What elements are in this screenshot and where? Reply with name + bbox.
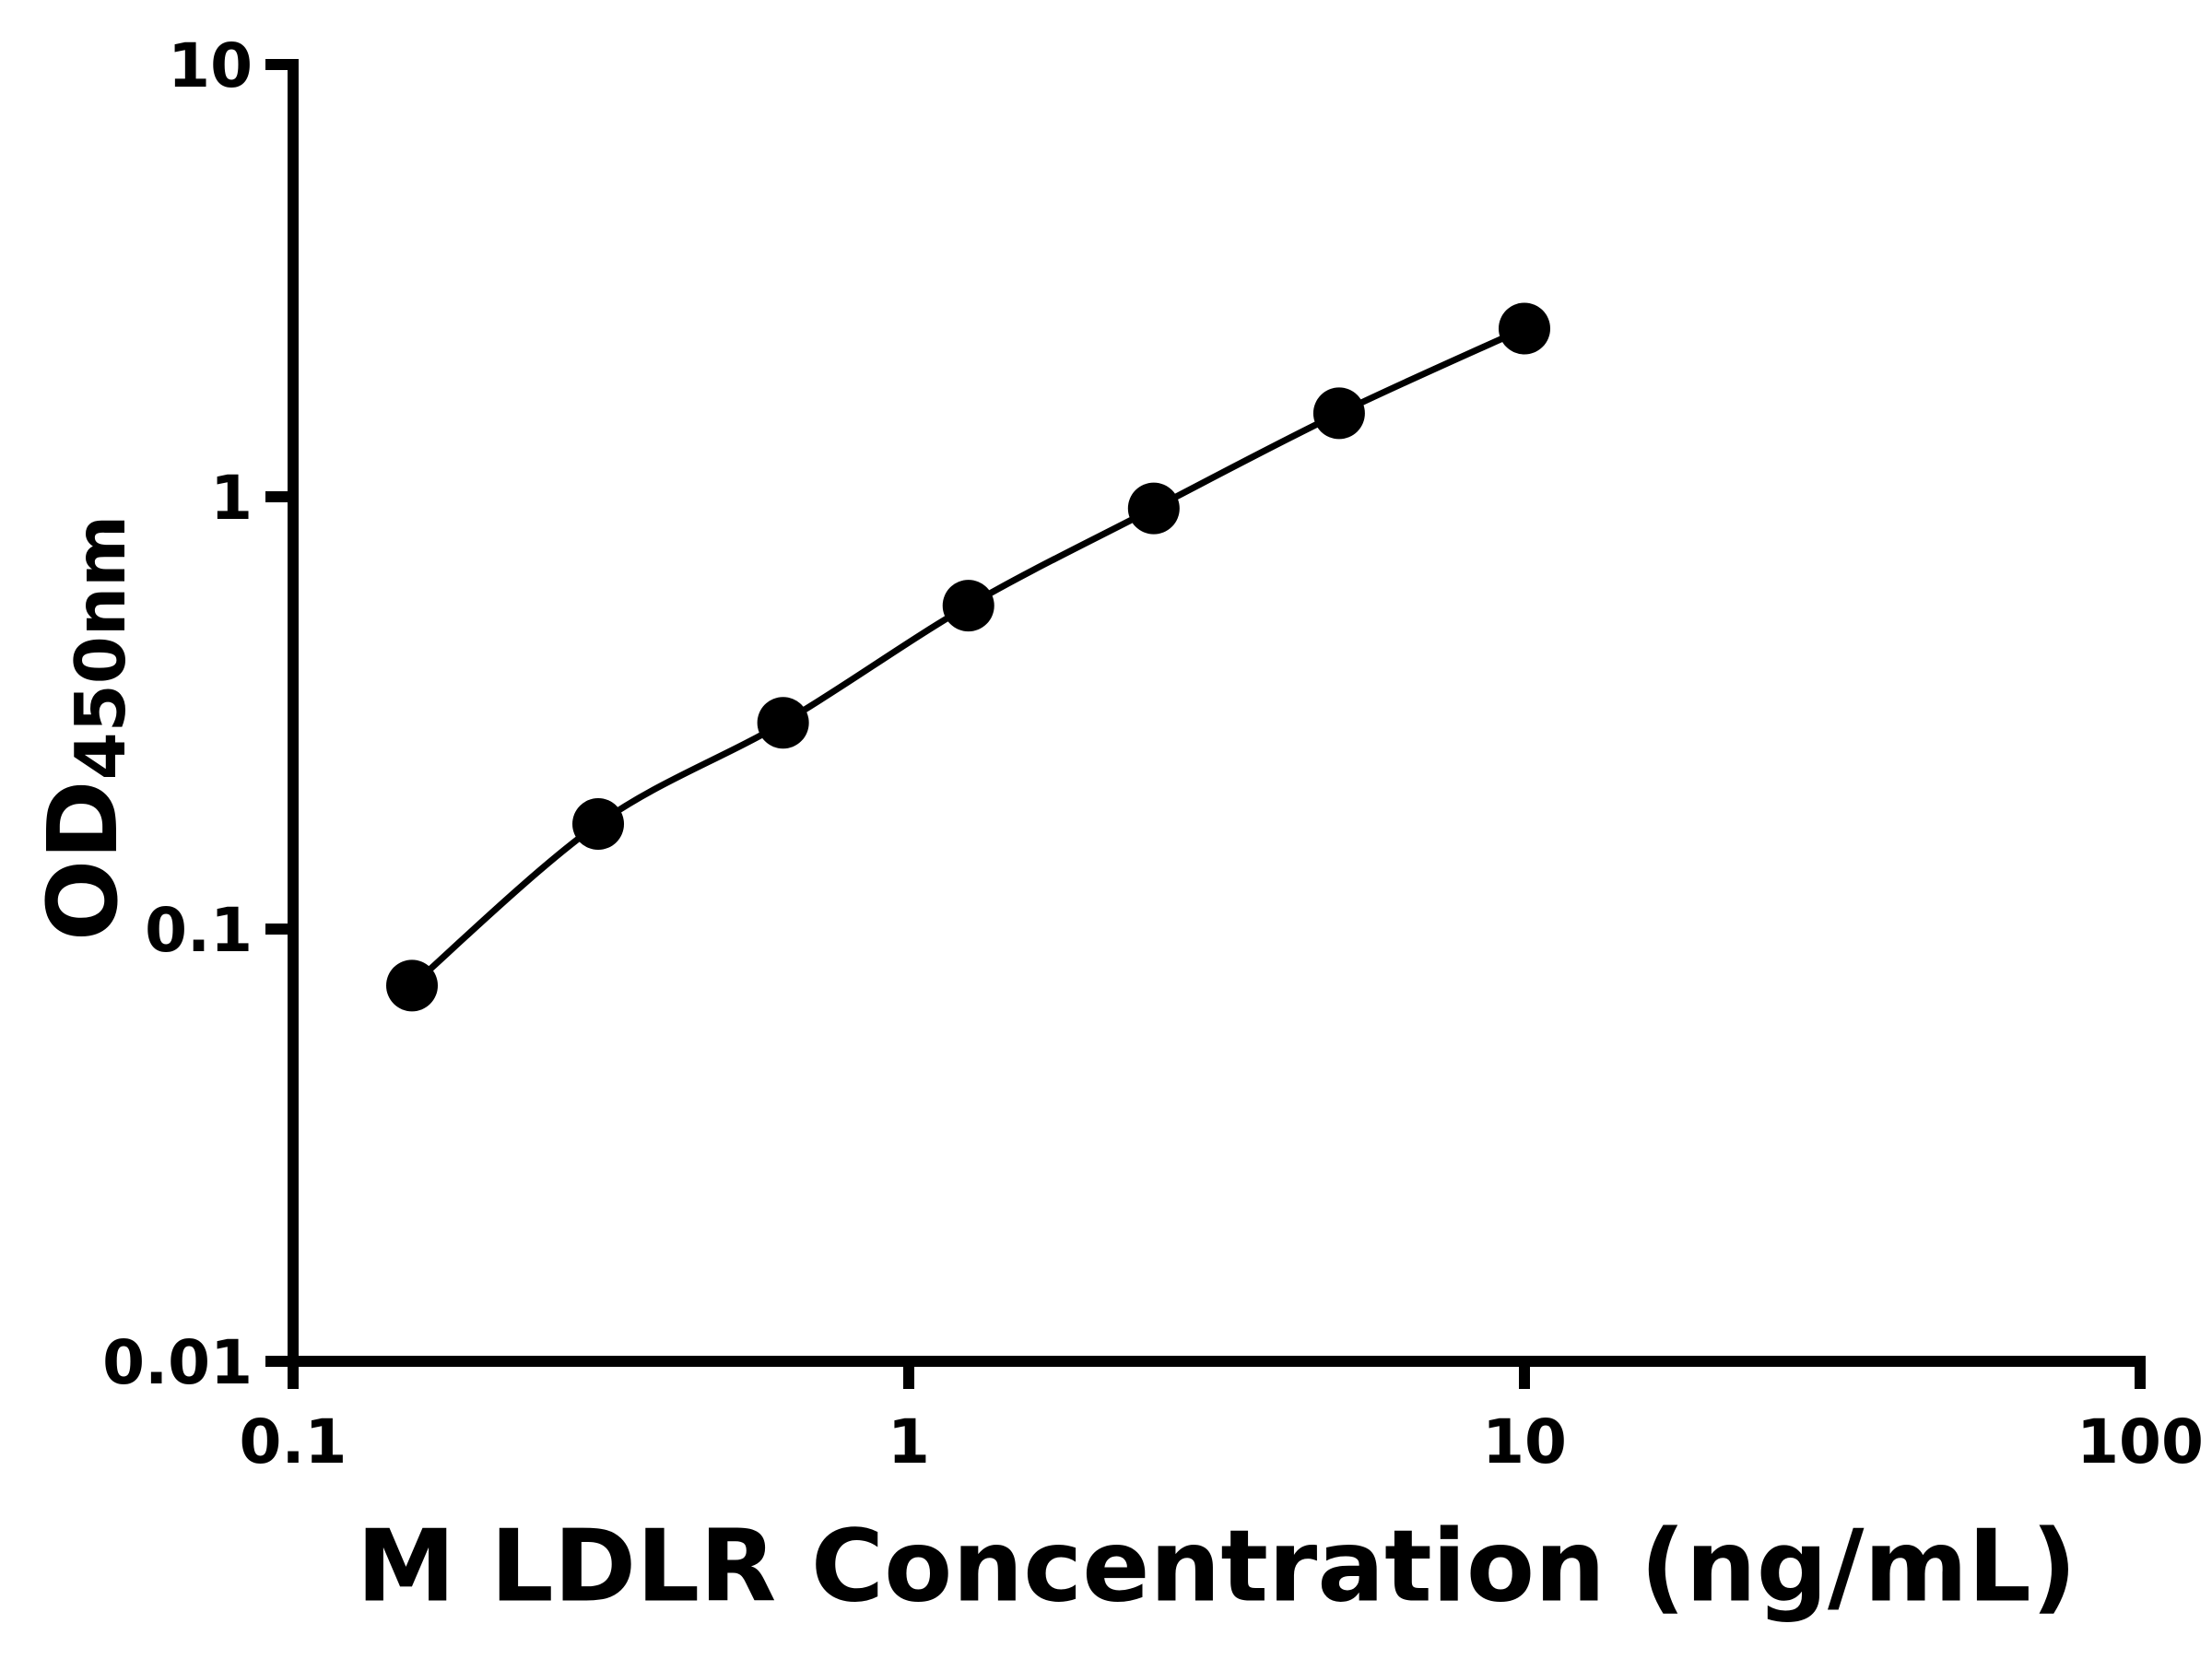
y-axis-label: OD450nm <box>27 514 141 942</box>
data-point-marker <box>1312 387 1365 440</box>
data-point-marker <box>1499 302 1550 355</box>
y-tick-label: 0.01 <box>102 1327 253 1398</box>
data-point-marker <box>757 697 809 749</box>
x-axis-label: M LDLR Concentration (ng/mL) <box>356 1509 2077 1625</box>
y-tick-label: 1 <box>210 463 253 534</box>
y-tick-label: 10 <box>168 30 253 101</box>
y-tick-label: 0.1 <box>145 895 253 966</box>
data-point-marker <box>1127 482 1180 535</box>
data-point-marker <box>386 959 439 1012</box>
data-point-marker <box>942 580 994 632</box>
x-tick-label: 100 <box>2077 1406 2204 1477</box>
axis-spines <box>288 59 2146 1367</box>
x-tick-label: 1 <box>888 1406 930 1477</box>
data-point-marker <box>572 798 625 851</box>
x-tick-label: 10 <box>1482 1406 1567 1477</box>
y-axis-label-subscript: 450nm <box>60 514 141 781</box>
y-axis-label-main: OD <box>27 780 139 942</box>
x-tick-label: 0.1 <box>240 1406 347 1477</box>
